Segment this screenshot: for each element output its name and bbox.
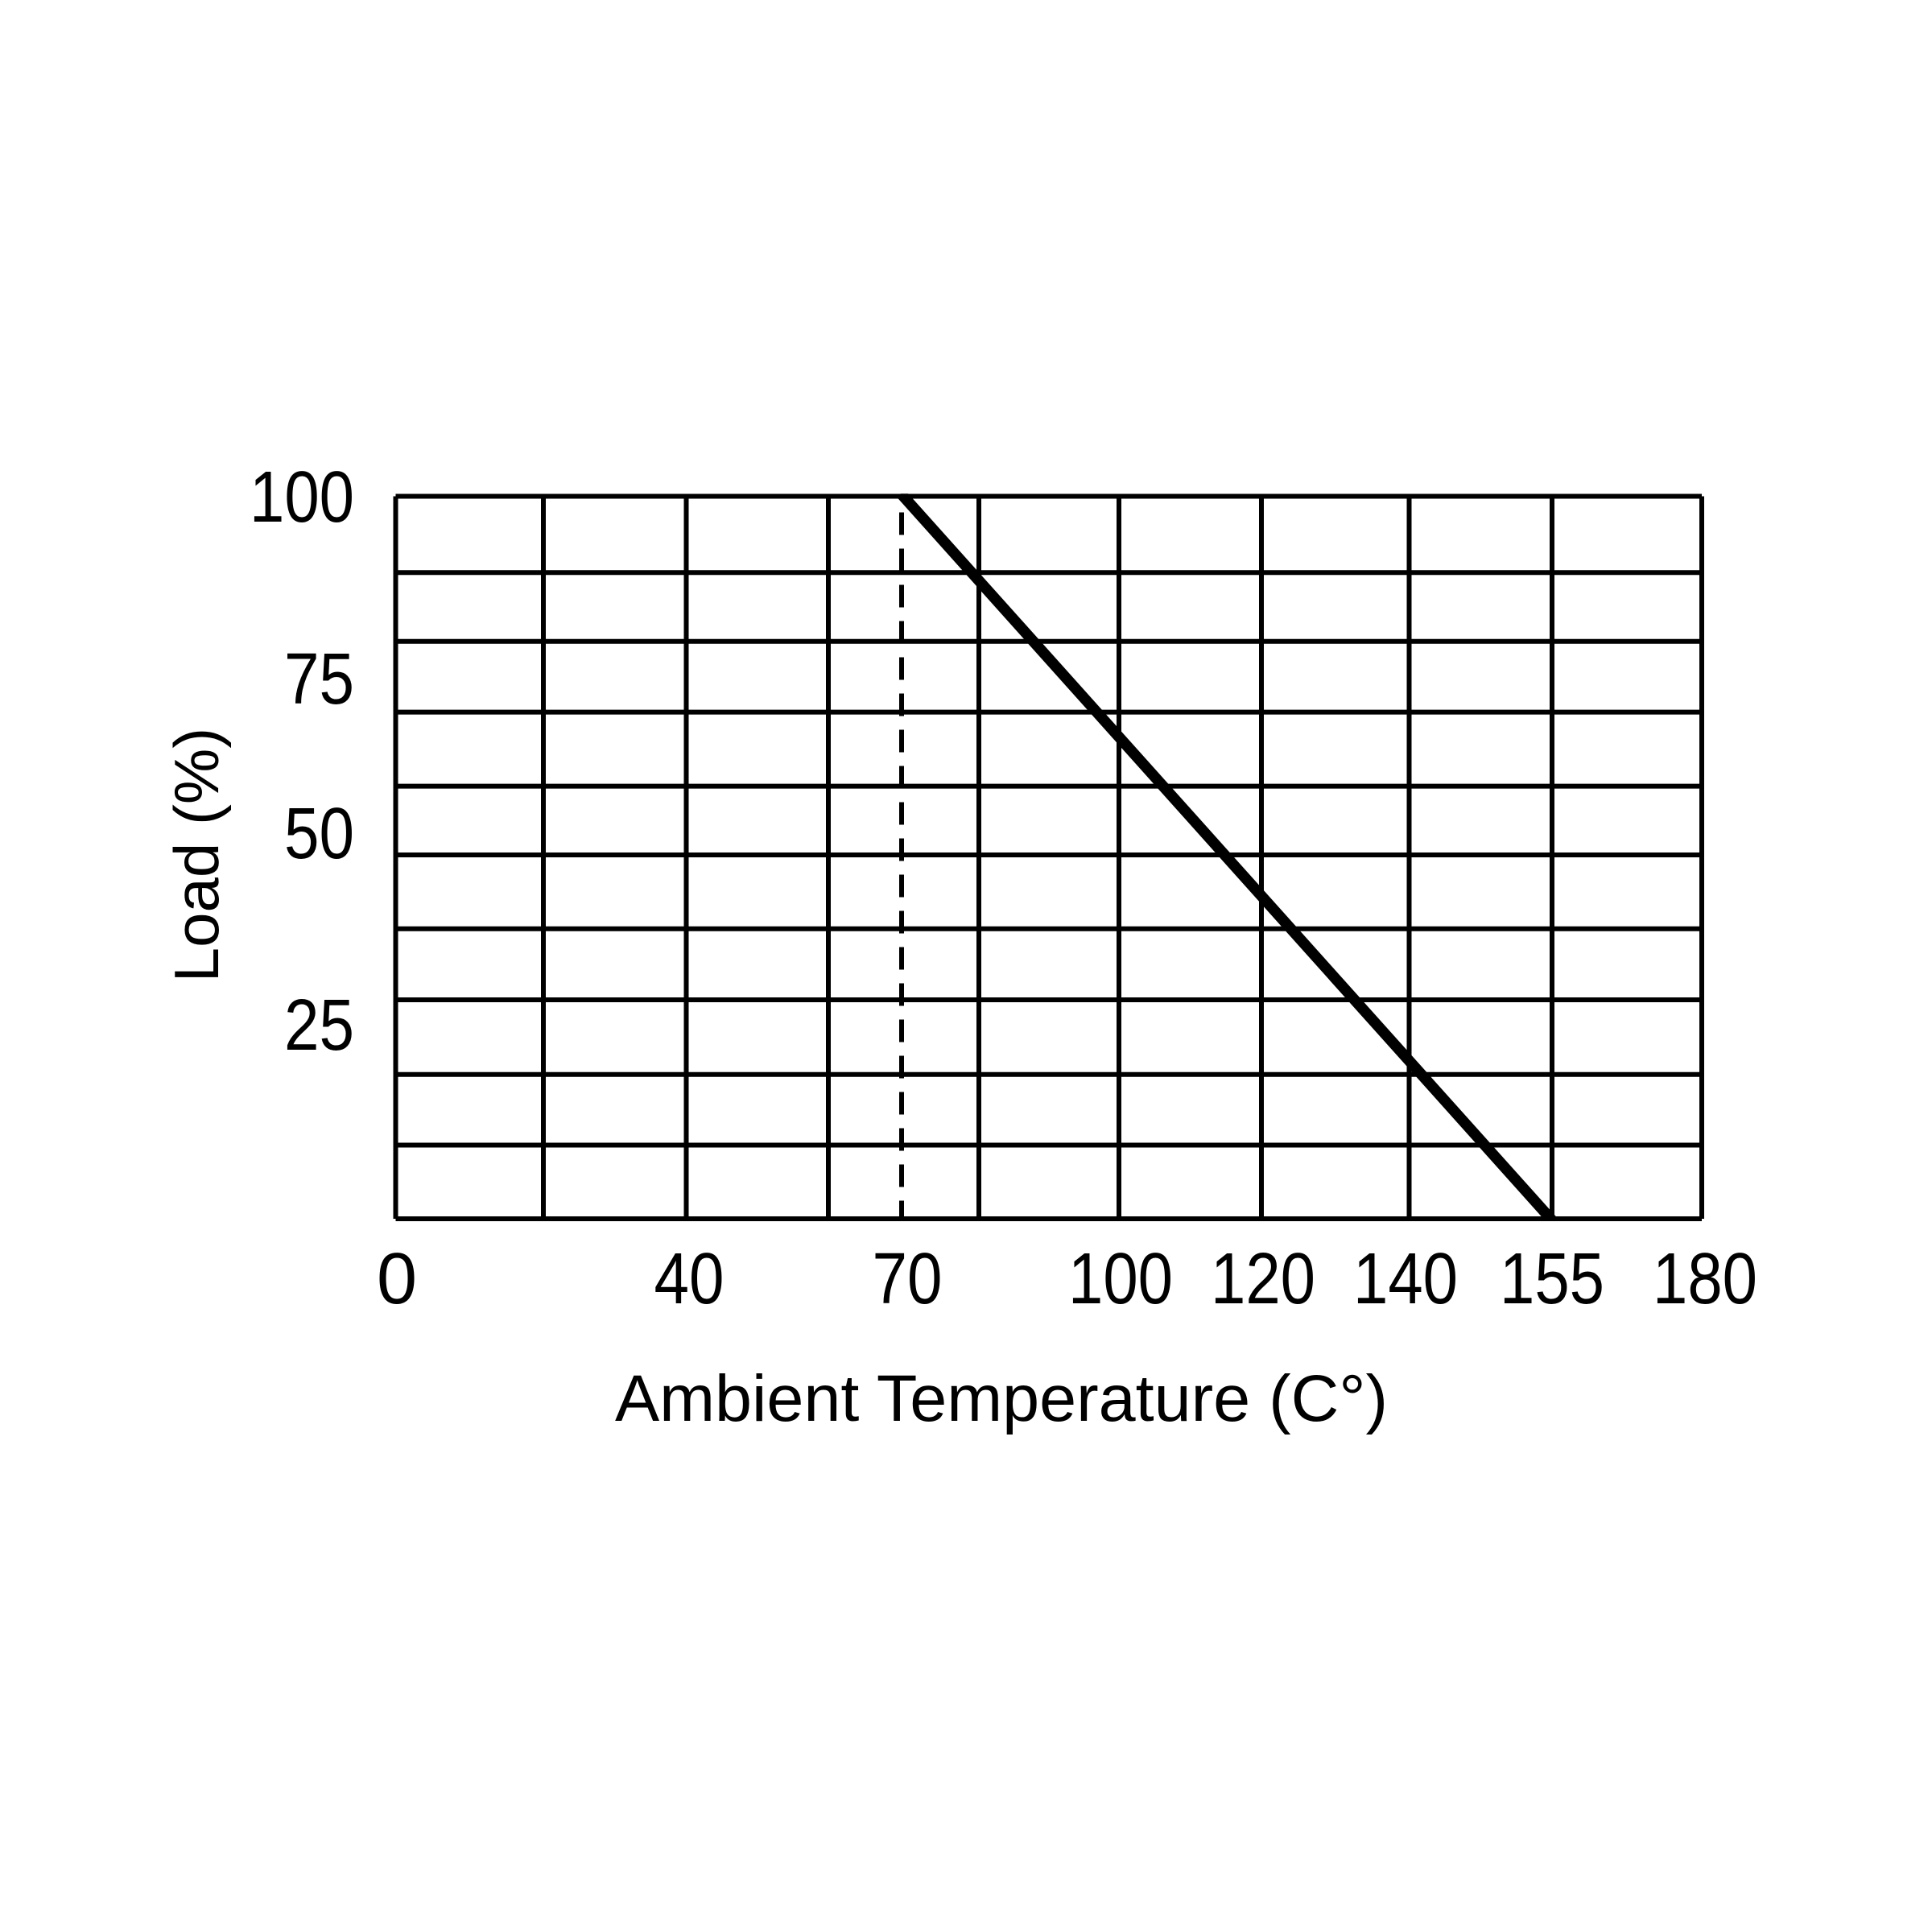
svg-text:140: 140	[1353, 1239, 1458, 1319]
svg-text:50: 50	[284, 794, 354, 874]
svg-text:180: 180	[1653, 1239, 1757, 1319]
svg-text:Load (%): Load (%)	[161, 728, 232, 983]
svg-text:70: 70	[873, 1239, 943, 1319]
svg-text:Ambient Temperature (C°): Ambient Temperature (C°)	[615, 1362, 1388, 1435]
svg-text:100: 100	[250, 457, 354, 538]
svg-text:155: 155	[1500, 1239, 1604, 1319]
svg-text:120: 120	[1211, 1239, 1315, 1319]
svg-text:75: 75	[284, 639, 354, 720]
svg-text:0: 0	[377, 1239, 417, 1319]
svg-text:40: 40	[654, 1239, 724, 1319]
svg-text:100: 100	[1068, 1239, 1173, 1319]
svg-text:25: 25	[284, 985, 354, 1066]
